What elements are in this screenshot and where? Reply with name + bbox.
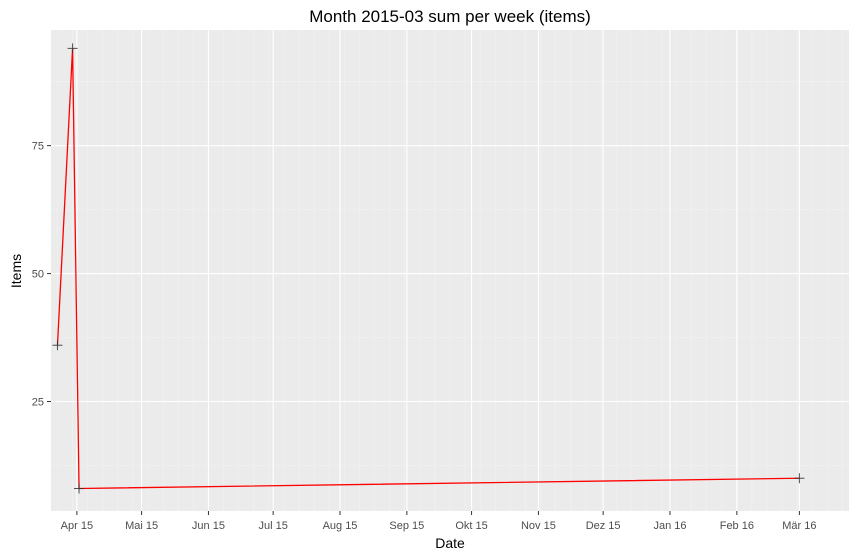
y-axis: 25 50 75 xyxy=(32,141,51,408)
x-axis-title: Date xyxy=(435,535,465,551)
y-tick-label: 50 xyxy=(32,269,44,281)
x-tick-label: Aug 15 xyxy=(323,520,358,532)
x-tick-label: Jun 15 xyxy=(192,520,225,532)
marker-layer xyxy=(52,43,805,494)
x-tick-label: Okt 15 xyxy=(455,520,487,532)
series-line xyxy=(56,48,800,490)
chart-title: Month 2015-03 sum per week (items) xyxy=(309,7,591,26)
data-point-marker xyxy=(794,473,805,484)
x-tick-label: Mai 15 xyxy=(125,520,158,532)
x-tick-label: Jan 16 xyxy=(653,520,686,532)
y-axis-title: Items xyxy=(8,254,24,288)
x-axis: Apr 15 Mai 15 Jun 15 Jul 15 Aug 15 Sep 15 Okt … xyxy=(61,511,817,532)
x-tick-label: Feb 16 xyxy=(720,520,754,532)
y-tick-label: 75 xyxy=(32,141,44,153)
series-layer xyxy=(56,48,800,490)
minor-gridlines xyxy=(51,30,849,511)
x-tick-label: Apr 15 xyxy=(61,520,93,532)
x-tick-label: Nov 15 xyxy=(521,520,556,532)
y-tick-label: 25 xyxy=(32,396,44,408)
x-tick-label: Dez 15 xyxy=(586,520,621,532)
x-tick-label: Sep 15 xyxy=(389,520,424,532)
x-tick-label: Jul 15 xyxy=(258,520,287,532)
x-tick-label: Mär 16 xyxy=(782,520,816,532)
data-point-marker xyxy=(74,483,85,494)
data-point-marker xyxy=(67,43,78,54)
major-gridlines xyxy=(51,30,849,511)
data-point-marker xyxy=(52,340,63,351)
